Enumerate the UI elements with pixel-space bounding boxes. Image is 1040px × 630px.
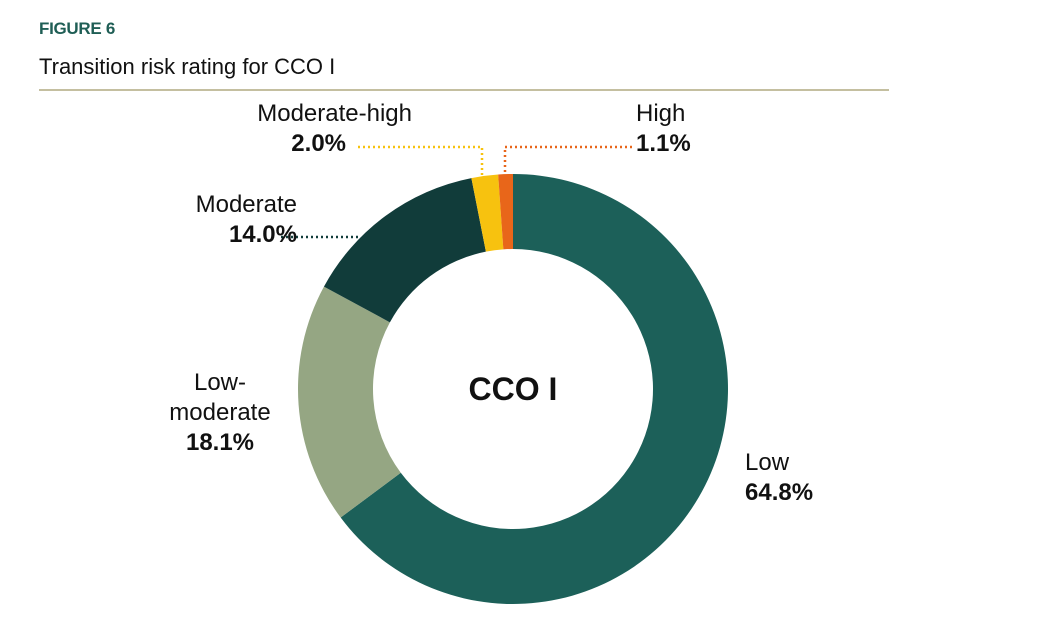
- label-moderate: Moderate 14.0%: [167, 190, 297, 250]
- label-low: Low 64.8%: [745, 448, 813, 508]
- title-divider: [39, 89, 889, 91]
- slice-moderate-high: [471, 174, 504, 252]
- chart-title: Transition risk rating for CCO I: [39, 54, 336, 79]
- category-label: High: [636, 100, 686, 127]
- category-label: Low: [745, 449, 790, 476]
- value-label: 18.1%: [185, 429, 255, 456]
- value-label: 64.8%: [745, 479, 814, 506]
- figure-label: FIGURE 6: [39, 19, 116, 38]
- center-label: CCO I: [469, 371, 558, 407]
- slice-high: [498, 174, 513, 250]
- slice-low: [340, 174, 728, 604]
- label-high: High 1.1%: [636, 99, 691, 159]
- leader-high: [503, 145, 632, 172]
- category-label: Moderate: [195, 191, 297, 218]
- slice-low-moderate: [298, 286, 401, 518]
- label-moderate-high: Moderate-high 2.0%: [200, 99, 412, 159]
- label-low-moderate: Low-moderate 18.1%: [150, 368, 290, 458]
- value-label: 2.0%: [291, 130, 346, 157]
- value-label: 1.1%: [636, 130, 691, 157]
- value-label: 14.0%: [228, 221, 297, 248]
- slice-moderate: [323, 178, 486, 323]
- category-label: Low-moderate: [169, 369, 271, 426]
- category-label: Moderate-high: [257, 100, 412, 127]
